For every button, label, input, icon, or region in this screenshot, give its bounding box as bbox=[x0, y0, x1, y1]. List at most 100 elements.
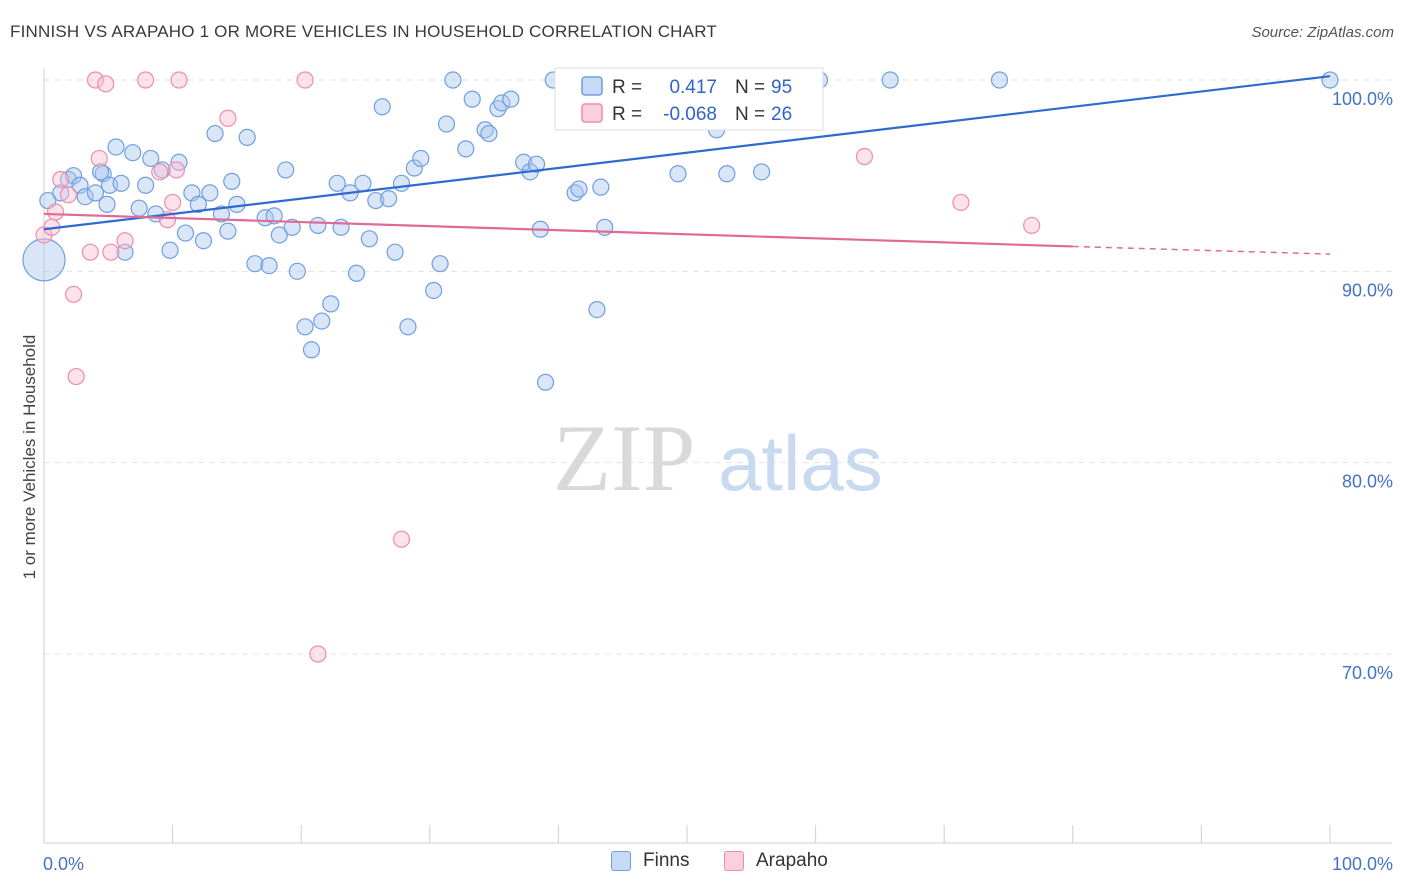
x-tick-label: 0.0% bbox=[43, 854, 84, 874]
point-finns bbox=[425, 281, 443, 300]
point-finns bbox=[373, 98, 391, 116]
point-finns bbox=[1321, 71, 1339, 89]
point-arapaho bbox=[90, 149, 108, 168]
point-finns bbox=[64, 167, 83, 185]
y-tick-label: 100.0% bbox=[1332, 89, 1393, 109]
point-finns bbox=[194, 232, 213, 250]
point-finns bbox=[302, 341, 321, 359]
point-finns bbox=[444, 71, 462, 89]
point-arapaho bbox=[52, 170, 70, 189]
legend-item-finns[interactable]: Finns bbox=[611, 850, 689, 872]
point-finns bbox=[457, 140, 475, 158]
point-finns bbox=[112, 174, 130, 192]
point-finns bbox=[76, 188, 94, 206]
point-arapaho bbox=[296, 71, 314, 89]
point-finns bbox=[347, 264, 366, 282]
watermark-atlas: atlas bbox=[718, 419, 883, 507]
point-arapaho bbox=[67, 367, 85, 386]
point-finns bbox=[405, 159, 423, 177]
point-finns bbox=[201, 184, 219, 202]
stats-legend-swatch-arapaho bbox=[581, 103, 603, 123]
point-arapaho bbox=[952, 193, 970, 212]
trend-line-arapaho-extension bbox=[1072, 245, 1331, 255]
point-finns bbox=[98, 195, 116, 213]
source-label: Source: ZipAtlas.com bbox=[1251, 24, 1394, 41]
point-finns bbox=[142, 149, 160, 168]
point-arapaho bbox=[46, 203, 65, 221]
stats-legend-n-value-arapaho: 26 bbox=[771, 104, 792, 125]
point-finns bbox=[212, 205, 231, 223]
point-finns bbox=[91, 163, 110, 181]
point-finns bbox=[277, 161, 295, 179]
point-finns bbox=[718, 165, 736, 183]
point-arapaho bbox=[102, 243, 120, 261]
point-finns bbox=[332, 218, 350, 236]
stats-legend-n-label-arapaho: N = bbox=[735, 104, 765, 125]
trend-line-arapaho bbox=[43, 212, 1073, 248]
tick-labels: 70.0% 80.0% 90.0% 100.0% 0.0% 100.0% bbox=[43, 89, 1393, 874]
point-finns bbox=[283, 218, 301, 236]
trend-lines bbox=[43, 75, 1331, 255]
point-finns bbox=[260, 256, 278, 275]
point-finns bbox=[990, 71, 1009, 89]
point-finns bbox=[669, 165, 687, 183]
stats-legend-n-value-finns: 95 bbox=[771, 77, 792, 98]
y-tick-label: 80.0% bbox=[1342, 472, 1393, 492]
legend-item-arapaho[interactable]: Arapaho bbox=[724, 850, 828, 872]
point-finns bbox=[502, 90, 520, 108]
legend-label-finns: Finns bbox=[643, 850, 690, 871]
point-finns bbox=[392, 174, 411, 192]
point-finns bbox=[309, 216, 327, 235]
point-arapaho bbox=[64, 285, 83, 303]
point-finns bbox=[588, 301, 606, 319]
point-finns bbox=[86, 184, 105, 202]
point-finns bbox=[296, 318, 314, 336]
point-arapaho bbox=[219, 109, 237, 127]
point-finns bbox=[536, 373, 555, 391]
point-finns bbox=[313, 312, 331, 330]
legend-swatch-arapaho bbox=[724, 851, 744, 871]
point-finns bbox=[219, 222, 237, 240]
x-tick-label: 100.0% bbox=[1332, 854, 1393, 874]
trend-line-finns bbox=[43, 75, 1331, 231]
point-finns bbox=[354, 174, 372, 192]
stats-legend: R = 0.417 N = 95 R = -0.068 N = 26 bbox=[554, 67, 824, 131]
point-finns bbox=[752, 163, 771, 181]
point-finns bbox=[431, 255, 449, 273]
point-finns bbox=[189, 195, 207, 213]
point-finns bbox=[399, 318, 417, 336]
point-finns bbox=[228, 195, 246, 213]
stats-legend-swatch-finns bbox=[581, 76, 603, 96]
point-finns bbox=[480, 124, 498, 143]
chart-title: FINNISH VS ARAPAHO 1 OR MORE VEHICLES IN… bbox=[10, 22, 717, 41]
point-finns bbox=[515, 153, 533, 171]
stats-legend-r-value-arapaho: -0.068 bbox=[663, 104, 717, 125]
point-arapaho bbox=[97, 75, 115, 93]
stats-legend-r-value-finns: 0.417 bbox=[669, 77, 717, 98]
point-arapaho bbox=[81, 243, 99, 261]
point-arapaho bbox=[855, 147, 874, 166]
point-arapaho bbox=[392, 530, 411, 548]
data-points bbox=[22, 71, 1339, 663]
legend-swatch-finns bbox=[611, 851, 631, 871]
stats-legend-r-label-arapaho: R = bbox=[612, 104, 642, 125]
point-finns bbox=[161, 241, 179, 259]
point-finns bbox=[176, 224, 195, 242]
point-arapaho bbox=[151, 163, 169, 181]
point-finns bbox=[412, 149, 430, 168]
point-finns bbox=[206, 124, 224, 143]
point-arapaho bbox=[164, 193, 182, 212]
watermark: ZIP atlas bbox=[553, 405, 883, 511]
point-finns bbox=[570, 180, 588, 198]
point-arapaho bbox=[1023, 216, 1041, 235]
point-finns bbox=[380, 190, 398, 208]
legend-label-arapaho: Arapaho bbox=[756, 850, 828, 871]
stats-legend-r-label-finns: R = bbox=[612, 77, 642, 98]
point-finns bbox=[328, 174, 346, 192]
y-tick-label: 70.0% bbox=[1342, 663, 1393, 683]
series-legend: Finns Arapaho bbox=[0, 850, 1406, 880]
point-finns bbox=[881, 71, 899, 89]
point-finns bbox=[130, 199, 148, 217]
point-finns bbox=[124, 144, 142, 162]
point-arapaho bbox=[59, 186, 78, 204]
